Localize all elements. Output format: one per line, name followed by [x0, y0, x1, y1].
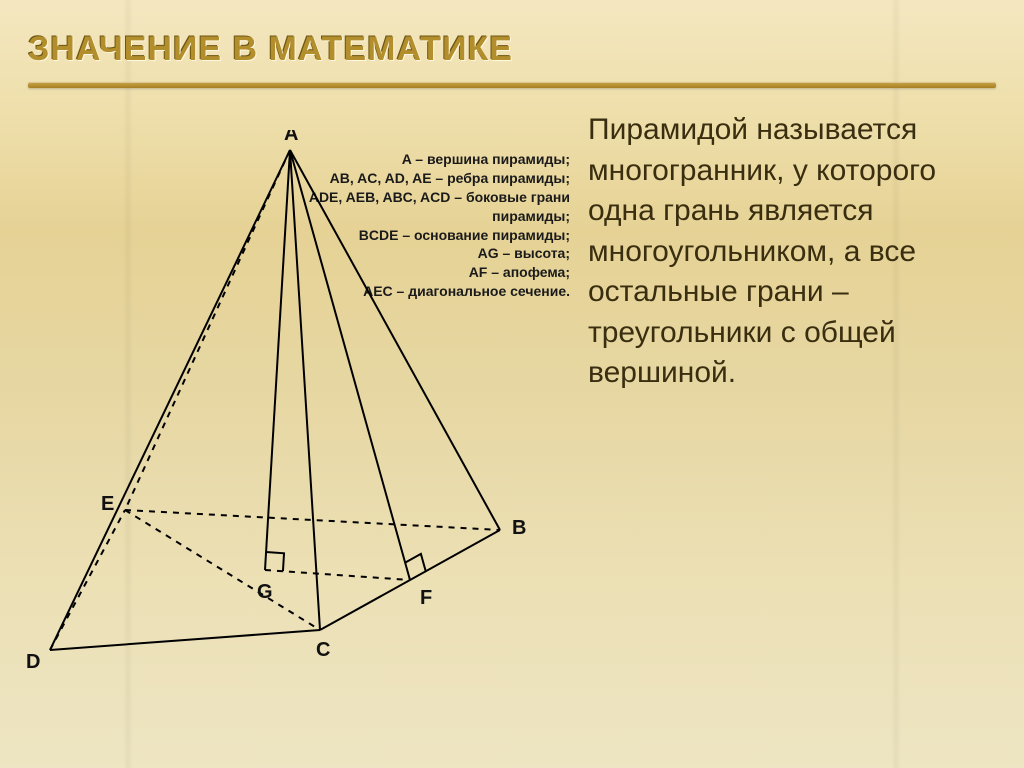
vertex-label-B: B	[512, 517, 526, 539]
title-underline	[28, 82, 996, 88]
vertex-label-E: E	[101, 493, 114, 515]
definition-text: Пирамидой называется многогранник, у кот…	[588, 110, 988, 394]
slide-title: ЗНАЧЕНИЕ В МАТЕМАТИКЕ	[28, 30, 513, 69]
slide-root: ЗНАЧЕНИЕ В МАТЕМАТИКЕ Пирамидой называет…	[0, 0, 1024, 768]
vertex-label-G: G	[257, 581, 273, 603]
pyramid-diagram: A B C D E G F	[20, 130, 560, 690]
vertex-label-D: D	[26, 651, 40, 673]
vertex-label-A: A	[284, 130, 298, 145]
vertex-label-F: F	[420, 587, 432, 609]
vertex-label-C: C	[316, 639, 330, 661]
